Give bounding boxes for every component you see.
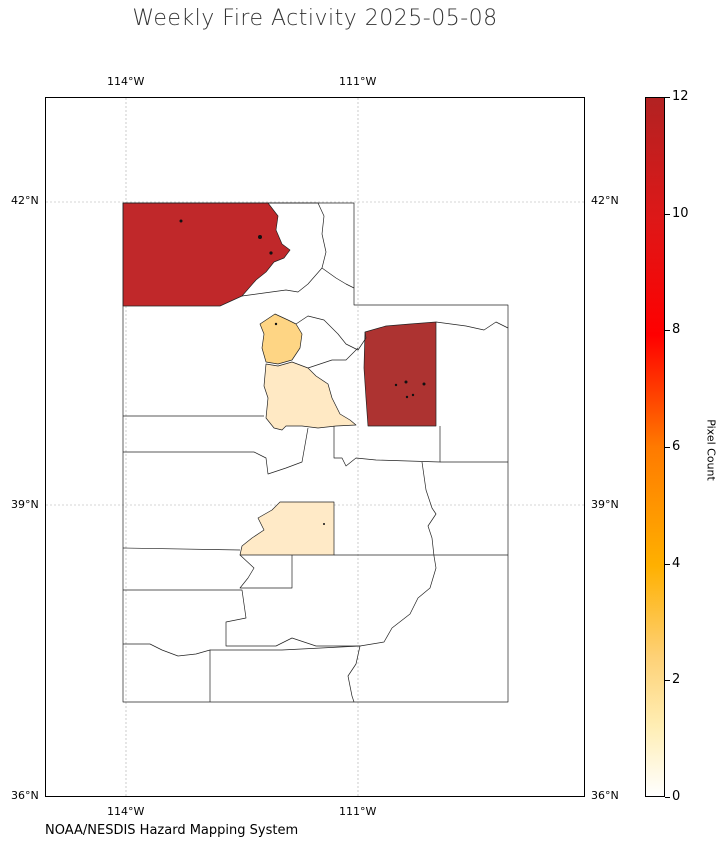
left-lat-label-36n: 36°N: [11, 789, 39, 802]
left-lat-label-39n: 39°N: [11, 498, 39, 511]
right-lat-label-42n: 42°N: [591, 194, 619, 207]
fire-dot: [269, 251, 273, 255]
fire-dot: [404, 380, 408, 384]
county-beaver-iron: [123, 555, 437, 647]
colorbar-tick: [665, 564, 670, 565]
fire-dot: [422, 382, 426, 386]
county-sanpete: [239, 501, 335, 556]
county-uintah-duchesne: [363, 321, 437, 427]
county-davis: [259, 313, 303, 365]
colorbar-tick: [665, 797, 670, 798]
colorbar-tick: [665, 680, 670, 681]
county-box-elder: [122, 202, 291, 307]
left-lat-label-42n: 42°N: [11, 194, 39, 207]
county-garfield-kane: [210, 645, 361, 651]
county-iron-washington: [123, 643, 211, 702]
county-piute: [239, 554, 293, 589]
bottom-lon-label-111w: 111°W: [339, 805, 377, 818]
county-millard-beaver: [122, 547, 241, 551]
fire-dot: [323, 523, 325, 525]
fire-dot: [405, 395, 409, 399]
county-wasatch: [307, 347, 359, 369]
fire-dot: [258, 235, 262, 239]
colorbar-label-0: 0: [672, 789, 681, 804]
top-lon-label-114w: 114°W: [107, 75, 145, 88]
fire-dot: [394, 383, 398, 387]
utah-state-outline: [122, 202, 509, 703]
credit-text: NOAA/NESDIS Hazard Mapping System: [45, 823, 299, 838]
fire-dot: [179, 219, 183, 223]
colorbar-label-2: 2: [672, 672, 681, 687]
colorbar-label-4: 4: [672, 556, 681, 571]
fire-dot: [274, 322, 278, 326]
bottom-lon-label-114w: 114°W: [107, 805, 145, 818]
county-summit: [295, 315, 367, 351]
county-emery-grand-line: [421, 461, 437, 557]
colorbar-tick: [665, 214, 670, 215]
colorbar: [645, 97, 665, 797]
fire-detections: [179, 219, 426, 525]
colorbar-tick: [665, 447, 670, 448]
colorbar-tick: [665, 97, 670, 98]
map-frame[interactable]: [45, 97, 585, 797]
colorbar-title: Pixel Count: [704, 419, 718, 481]
colorbar-label-6: 6: [672, 439, 681, 454]
colorbar-label-8: 8: [672, 322, 681, 337]
fire-dot: [411, 393, 415, 397]
county-carbon-emery: [333, 426, 441, 467]
right-lat-label-39n: 39°N: [591, 498, 619, 511]
county-weber-morgan: [241, 267, 323, 297]
colorbar-label-10: 10: [672, 206, 689, 221]
county-utah: [263, 361, 357, 431]
utah-map[interactable]: [46, 98, 585, 797]
right-lat-label-36n: 36°N: [591, 789, 619, 802]
top-lon-label-111w: 111°W: [339, 75, 377, 88]
chart-title: Weekly Fire Activity 2025-05-08: [132, 6, 498, 31]
county-san-juan: [347, 645, 361, 703]
county-juab-millard: [123, 427, 309, 475]
county-cache-rich: [268, 202, 355, 289]
county-uintah-east: [435, 321, 509, 331]
colorbar-label-12: 12: [672, 89, 689, 104]
colorbar-tick: [665, 330, 670, 331]
